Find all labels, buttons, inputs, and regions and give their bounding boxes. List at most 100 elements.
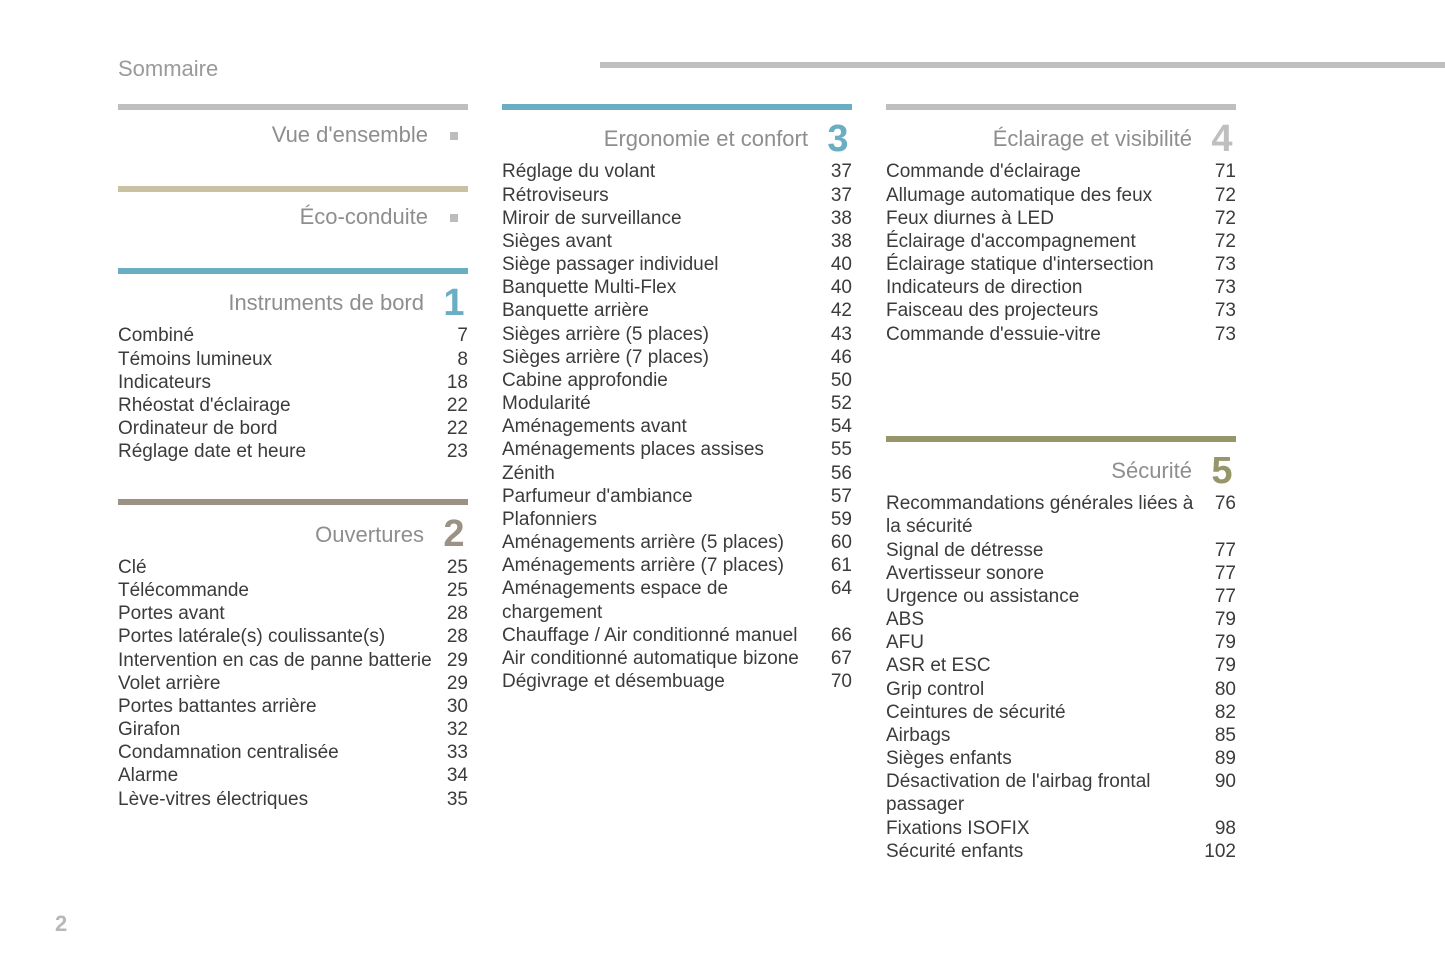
toc-page: 61 — [831, 554, 852, 577]
top-divider — [600, 62, 1445, 68]
toc-page: 73 — [1215, 299, 1236, 322]
toc-label: Avertisseur sonore — [886, 562, 1215, 585]
toc-label: Cabine approfondie — [502, 369, 831, 392]
toc-page: 46 — [831, 346, 852, 369]
chapter-number: 2 — [440, 519, 468, 549]
toc-label: Rétroviseurs — [502, 184, 831, 207]
toc-page: 72 — [1215, 207, 1236, 230]
toc-page: 7 — [457, 324, 468, 347]
toc-row: Ceintures de sécurité82 — [886, 701, 1236, 724]
toc-label: Allumage automatique des feux — [886, 184, 1215, 207]
section-title: Vue d'ensemble — [272, 124, 428, 150]
toc-page: 38 — [831, 207, 852, 230]
toc-page: 50 — [831, 369, 852, 392]
toc-page: 98 — [1215, 817, 1236, 840]
toc-column: Éclairage et visibilité4Commande d'éclai… — [886, 104, 1236, 899]
toc-row: Feux diurnes à LED72 — [886, 207, 1236, 230]
toc-label: Feux diurnes à LED — [886, 207, 1215, 230]
toc-page: 59 — [831, 508, 852, 531]
section-rule — [886, 436, 1236, 442]
toc-page: 25 — [447, 556, 468, 579]
toc-page: 18 — [447, 371, 468, 394]
toc-label: Girafon — [118, 718, 447, 741]
toc-row: Rhéostat d'éclairage22 — [118, 394, 468, 417]
section-title: Ouvertures — [315, 524, 424, 550]
section-head: Éco-conduite — [118, 186, 468, 232]
toc-row: Lève-vitres électriques35 — [118, 788, 468, 811]
toc-section: Éco-conduite — [118, 186, 468, 232]
toc-page: 79 — [1215, 608, 1236, 631]
toc-label: Sièges arrière (5 places) — [502, 323, 831, 346]
toc-page: 29 — [447, 672, 468, 695]
toc-page: 40 — [831, 276, 852, 299]
toc-page: 56 — [831, 462, 852, 485]
toc-label: Dégivrage et désembuage — [502, 670, 831, 693]
toc-row: Intervention en cas de panne batterie29 — [118, 649, 468, 672]
toc-page: 89 — [1215, 747, 1236, 770]
toc-label: Fixations ISOFIX — [886, 817, 1215, 840]
toc-page: 22 — [447, 394, 468, 417]
toc-row: Fixations ISOFIX98 — [886, 817, 1236, 840]
toc-row: Portes avant28 — [118, 602, 468, 625]
toc-label: Volet arrière — [118, 672, 447, 695]
toc-row: Témoins lumineux8 — [118, 348, 468, 371]
toc-label: Indicateurs de direction — [886, 276, 1215, 299]
toc-row: Aménagements arrière (5 places)60 — [502, 531, 852, 554]
section-head: Instruments de bord1 — [118, 268, 468, 318]
toc-row: Faisceau des projecteurs73 — [886, 299, 1236, 322]
toc-row: Avertisseur sonore77 — [886, 562, 1236, 585]
toc-page: 33 — [447, 741, 468, 764]
page-number: 2 — [55, 911, 67, 937]
toc-row: Portes battantes arrière30 — [118, 695, 468, 718]
section-rule — [118, 186, 468, 192]
toc-label: Aménagements espace de chargement — [502, 577, 831, 623]
toc-label: Plafonniers — [502, 508, 831, 531]
toc-page: 43 — [831, 323, 852, 346]
toc-label: Aménagements avant — [502, 415, 831, 438]
toc-row: Aménagements places assises55 — [502, 438, 852, 461]
toc-row: Volet arrière29 — [118, 672, 468, 695]
section-head: Éclairage et visibilité4 — [886, 104, 1236, 154]
toc-page: 25 — [447, 579, 468, 602]
toc-row: Air conditionné automatique bizone67 — [502, 647, 852, 670]
toc-section: Ouvertures 2 Clé25Télécommande25Portes ava… — [118, 499, 468, 810]
toc-row: Télécommande25 — [118, 579, 468, 602]
toc-label: Indicateurs — [118, 371, 447, 394]
toc-row: Sièges arrière (7 places)46 — [502, 346, 852, 369]
toc-page: 66 — [831, 624, 852, 647]
toc-row: Girafon32 — [118, 718, 468, 741]
toc-page: 82 — [1215, 701, 1236, 724]
section-head-row: Ergonomie et confort3 — [502, 124, 852, 154]
toc-label: Zénith — [502, 462, 831, 485]
toc-page: 29 — [447, 649, 468, 672]
toc-row: Plafonniers59 — [502, 508, 852, 531]
toc-label: ASR et ESC — [886, 654, 1215, 677]
square-marker-icon — [450, 214, 458, 222]
toc-row: Éclairage statique d'intersection73 — [886, 253, 1236, 276]
section-title: Ergonomie et confort — [604, 128, 808, 154]
toc-page: 79 — [1215, 654, 1236, 677]
toc-section: Vue d'ensemble — [118, 104, 468, 150]
toc-label: Miroir de surveillance — [502, 207, 831, 230]
toc-label: Sièges enfants — [886, 747, 1215, 770]
chapter-number: 4 — [1208, 124, 1236, 154]
toc-section: Sécurité5Recommandations générales liées… — [886, 436, 1236, 863]
toc-row: Sièges enfants89 — [886, 747, 1236, 770]
toc-row: Réglage date et heure23 — [118, 440, 468, 463]
toc-section: Éclairage et visibilité4Commande d'éclai… — [886, 104, 1236, 346]
toc-row: Aménagements espace de chargement64 — [502, 577, 852, 623]
toc-label: Témoins lumineux — [118, 348, 457, 371]
toc-page: 76 — [1215, 492, 1236, 515]
toc-page: 70 — [831, 670, 852, 693]
toc-label: Signal de détresse — [886, 539, 1215, 562]
toc-label: Rhéostat d'éclairage — [118, 394, 447, 417]
toc-row: Sièges arrière (5 places)43 — [502, 323, 852, 346]
toc-label: Condamnation centralisée — [118, 741, 447, 764]
toc-label: Aménagements places assises — [502, 438, 831, 461]
toc-row: Siège passager individuel40 — [502, 253, 852, 276]
toc-row: Clé25 — [118, 556, 468, 579]
toc-page: 28 — [447, 625, 468, 648]
section-head-row: Éclairage et visibilité4 — [886, 124, 1236, 154]
toc-row: Désactivation de l'airbag frontal passag… — [886, 770, 1236, 816]
toc-label: Parfumeur d'ambiance — [502, 485, 831, 508]
